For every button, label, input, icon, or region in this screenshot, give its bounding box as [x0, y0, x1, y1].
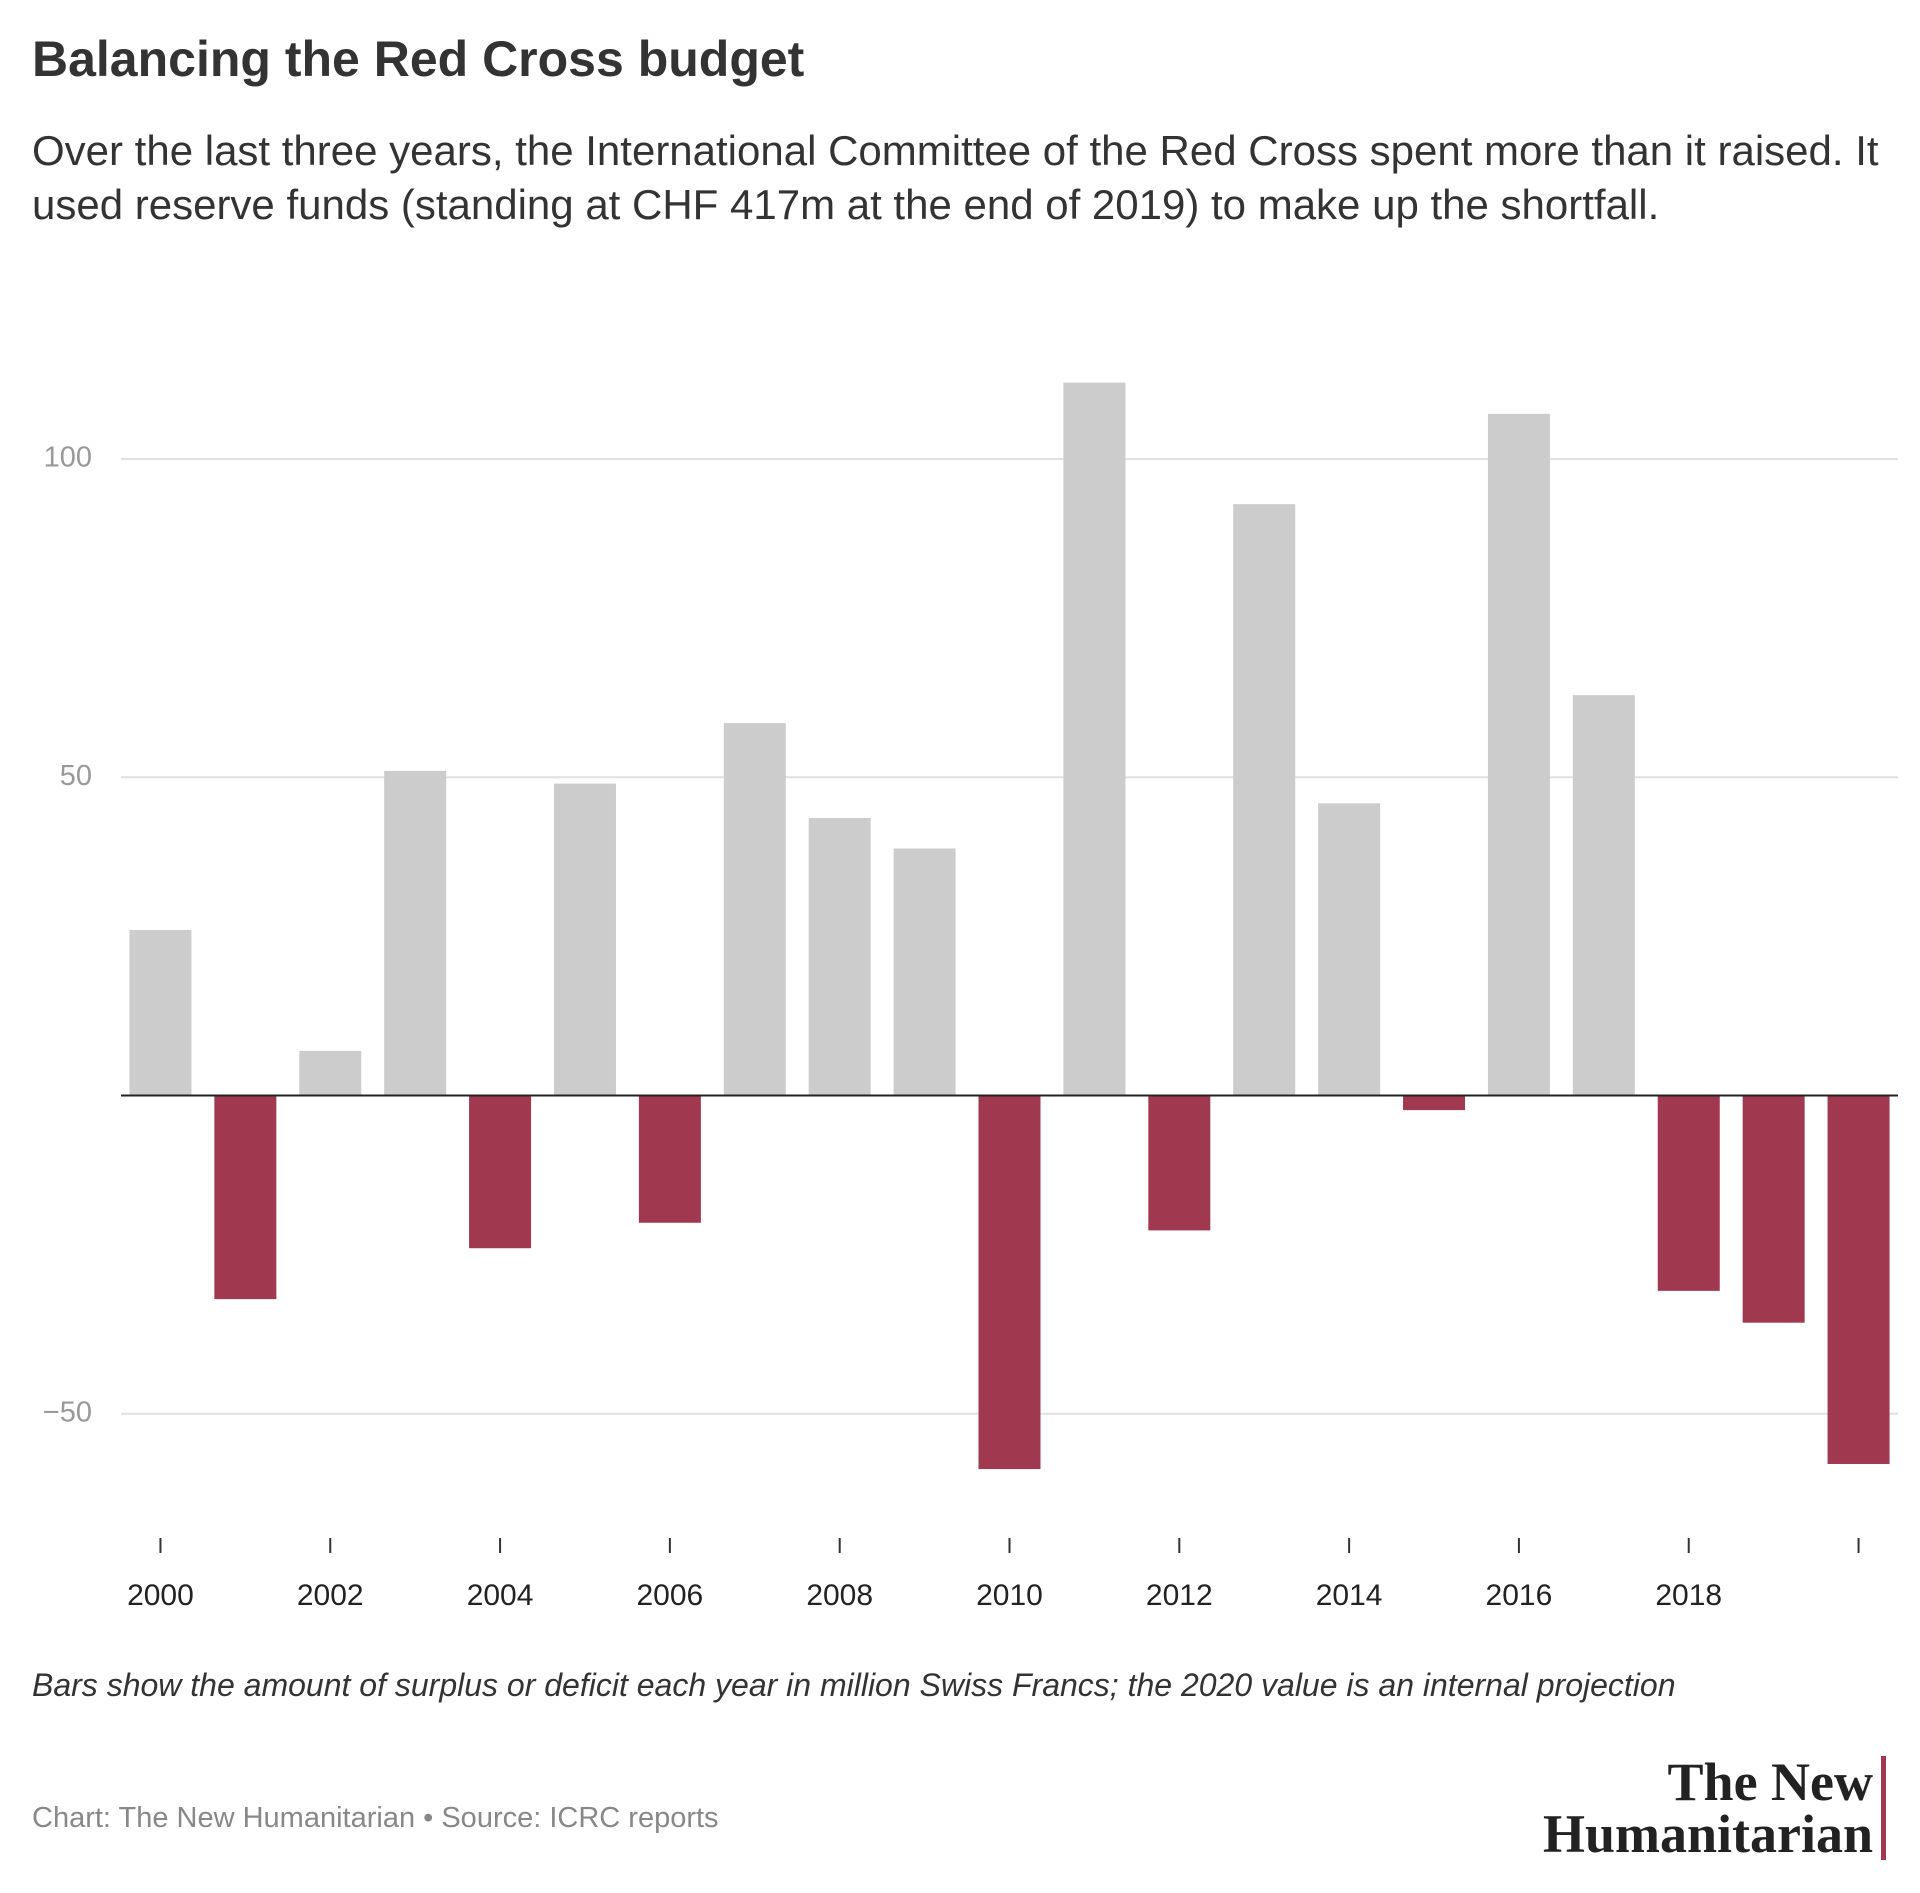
logo: The New Humanitarian: [1542, 1752, 1886, 1864]
bar: [299, 1050, 362, 1096]
y-tick-label: −50: [43, 1396, 92, 1428]
bar: [1742, 1095, 1805, 1323]
x-tick-label: 2008: [806, 1579, 873, 1612]
bar: [723, 723, 786, 1096]
y-tick-label: 50: [60, 760, 92, 792]
logo-line: Humanitarian: [1542, 1804, 1873, 1864]
bar: [1487, 413, 1550, 1096]
bar: [893, 848, 956, 1096]
chart-title: Balancing the Red Cross budget: [32, 31, 805, 87]
x-tick-label: 2010: [976, 1579, 1043, 1612]
bar: [1063, 382, 1126, 1096]
bar: [978, 1095, 1041, 1470]
x-tick-label: 2006: [637, 1579, 704, 1612]
bar: [1403, 1095, 1466, 1111]
x-tick-label: 2004: [467, 1579, 534, 1612]
bar: [1148, 1095, 1211, 1231]
bar: [129, 929, 192, 1096]
chart-subtitle: Over the last three years, the Internati…: [32, 127, 1879, 228]
credit: Chart: The New Humanitarian • Source: IC…: [32, 1802, 719, 1834]
footnote: Bars show the amount of surplus or defic…: [32, 1667, 1676, 1703]
logo-line: The New: [1667, 1752, 1873, 1812]
bar: [638, 1095, 701, 1223]
x-tick-label: 2002: [297, 1579, 364, 1612]
x-tick-label: 2012: [1146, 1579, 1213, 1612]
bar: [214, 1095, 277, 1300]
x-tick-label: 2014: [1316, 1579, 1383, 1612]
bar: [1572, 695, 1635, 1096]
x-tick-label: 2018: [1655, 1579, 1722, 1612]
bar: [1233, 504, 1296, 1096]
bar: [1827, 1095, 1890, 1464]
bar: [1657, 1095, 1720, 1291]
y-tick-label: 100: [44, 442, 92, 474]
bar: [384, 770, 447, 1096]
bar: [553, 783, 616, 1096]
bar: [1318, 803, 1381, 1096]
bar: [469, 1095, 532, 1249]
bar: [808, 817, 871, 1096]
x-tick-label: 2016: [1486, 1579, 1553, 1612]
x-tick-label: 2000: [127, 1579, 194, 1612]
